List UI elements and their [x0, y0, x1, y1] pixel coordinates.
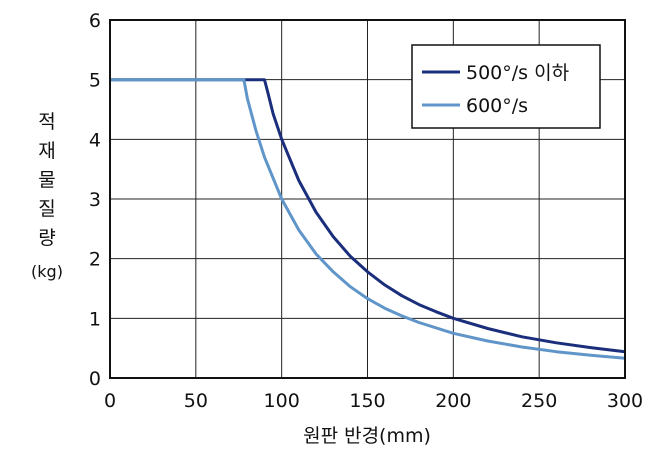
y-tick-label: 0	[89, 368, 101, 390]
y-tick-label: 1	[89, 308, 101, 330]
y-axis-label-char: 적	[38, 111, 55, 133]
legend-label-series-2: 600°/s	[466, 95, 528, 117]
legend: 500°/s 이하 600°/s	[411, 44, 601, 129]
y-axis-label-char: 질	[38, 198, 55, 220]
x-tick-label: 0	[104, 390, 116, 412]
legend-box	[411, 44, 601, 129]
y-tick-label: 2	[89, 249, 101, 271]
y-axis-label-char: 량	[38, 227, 55, 249]
legend-label-series-1: 500°/s 이하	[466, 62, 569, 84]
x-tick-label: 150	[349, 390, 385, 412]
x-tick-labels: 0 50 100 150 200 250 300	[104, 390, 643, 412]
x-tick-label: 200	[435, 390, 471, 412]
y-axis-label-char: 재	[38, 140, 55, 162]
series-line-1	[110, 78, 626, 354]
y-tick-label: 6	[89, 10, 101, 32]
y-tick-labels: 0 1 2 3 4 5 6	[89, 10, 101, 390]
plot-frame	[109, 19, 626, 379]
x-axis-label: 원판 반경(mm)	[303, 425, 431, 447]
x-tick-label: 250	[521, 390, 557, 412]
x-tick-label: 100	[264, 390, 300, 412]
x-tick-label: 300	[607, 390, 643, 412]
x-tick-label: 50	[184, 390, 208, 412]
y-axis-label-char: 물	[38, 169, 55, 191]
y-tick-label: 3	[89, 189, 101, 211]
series-lines	[110, 78, 626, 360]
y-axis-label: 적 재 물 질 량 (kg)	[31, 111, 63, 281]
y-axis-label-unit: (kg)	[31, 262, 63, 281]
series-line-2	[110, 78, 626, 360]
y-tick-label: 4	[89, 129, 101, 151]
y-tick-label: 5	[89, 70, 101, 92]
